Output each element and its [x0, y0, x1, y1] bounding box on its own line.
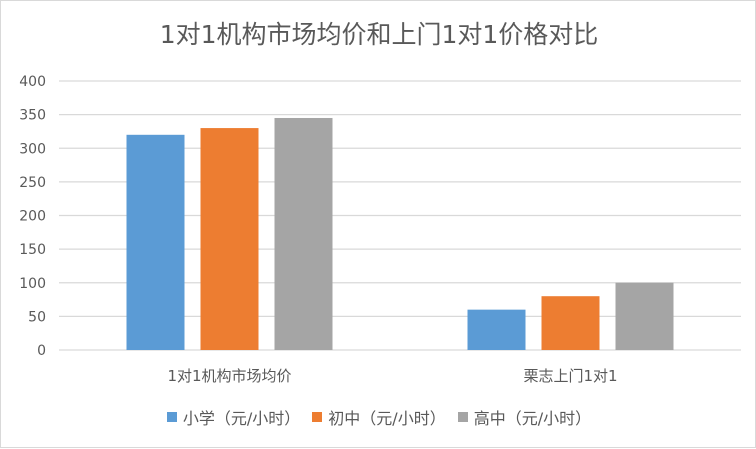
- legend-swatch: [457, 412, 468, 422]
- legend: 小学（元/小时） 初中（元/小时） 高中（元/小时）: [1, 405, 756, 429]
- legend-label: 初中（元/小时）: [328, 409, 446, 428]
- bar: [200, 128, 259, 350]
- y-tick-label: 100: [19, 276, 46, 292]
- bar: [615, 282, 674, 350]
- legend-swatch: [312, 412, 323, 422]
- x-category-label: 栗志上门1对1: [523, 367, 617, 385]
- y-tick-label: 300: [19, 141, 46, 157]
- bar: [541, 296, 600, 350]
- y-tick-label: 200: [19, 209, 46, 225]
- chart-title: 1对1机构市场均价和上门1对1价格对比: [159, 20, 599, 49]
- legend-item: 初中（元/小时）: [312, 405, 446, 429]
- legend-label: 高中（元/小时）: [473, 409, 592, 428]
- y-tick-label: 350: [19, 108, 46, 124]
- y-tick-label: 50: [28, 309, 46, 325]
- y-tick-label: 0: [37, 343, 46, 359]
- x-category-label: 1对1机构市场均价: [167, 367, 291, 385]
- bar: [467, 309, 526, 350]
- legend-swatch: [166, 412, 177, 422]
- y-tick-label: 400: [19, 74, 46, 90]
- bar: [126, 134, 185, 350]
- y-tick-label: 250: [19, 175, 46, 191]
- legend-label: 小学（元/小时）: [182, 409, 301, 428]
- legend-item: 小学（元/小时）: [166, 405, 301, 429]
- y-tick-label: 150: [19, 242, 46, 258]
- bar: [274, 117, 333, 350]
- legend-item: 高中（元/小时）: [457, 405, 592, 429]
